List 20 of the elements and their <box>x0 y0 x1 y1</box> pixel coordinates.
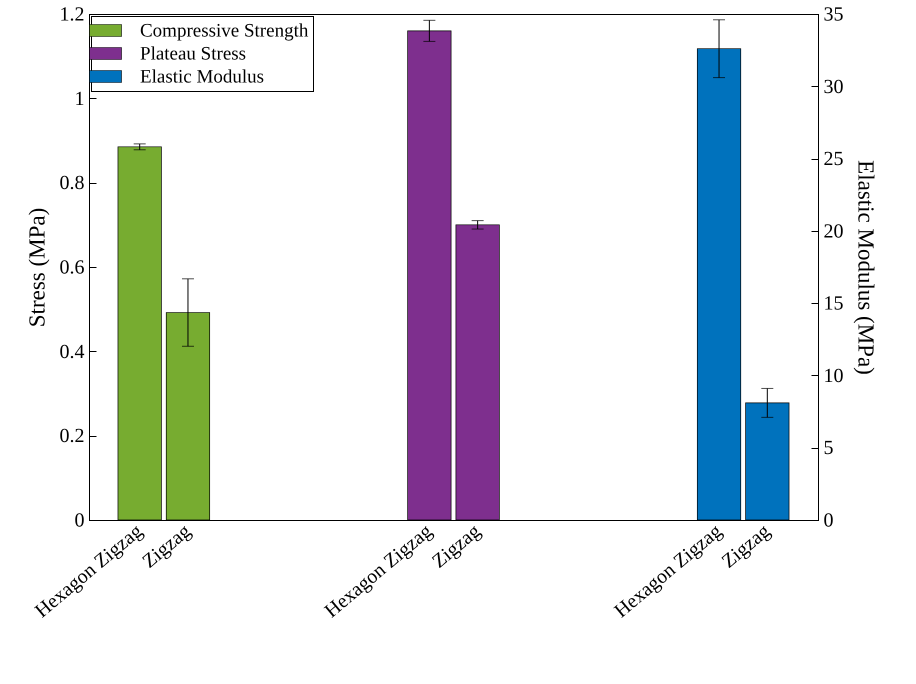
y2-tick-label: 5 <box>824 437 834 460</box>
y2-tick-label: 25 <box>824 148 844 170</box>
y2-tick-label: 30 <box>824 76 844 98</box>
y-tick-label: 0.4 <box>60 340 84 363</box>
y-tick-label: 0 <box>74 510 84 532</box>
y2-tick-label: 10 <box>824 364 844 387</box>
y2-tick-label: 20 <box>824 220 844 242</box>
y2-tick-label: 0 <box>824 510 834 532</box>
y-tick-label: 1 <box>74 88 84 110</box>
y-tick-label: 0.8 <box>60 172 84 194</box>
y-tick-label: 1.2 <box>60 4 84 26</box>
y2-axis-title: Elastic Modulus (MPa) <box>854 160 878 375</box>
y-tick-label: 0.6 <box>60 256 84 278</box>
y2-tick-label: 15 <box>824 292 844 315</box>
legend-label: Plateau Stress <box>140 44 246 64</box>
y-tick-label: 0.2 <box>60 425 84 448</box>
legend-label: Elastic Modulus <box>140 66 264 88</box>
legend-label: Compressive Strength <box>140 20 309 42</box>
y-axis-title: Stress (MPa) <box>24 208 50 328</box>
y2-tick-label: 35 <box>824 4 844 26</box>
